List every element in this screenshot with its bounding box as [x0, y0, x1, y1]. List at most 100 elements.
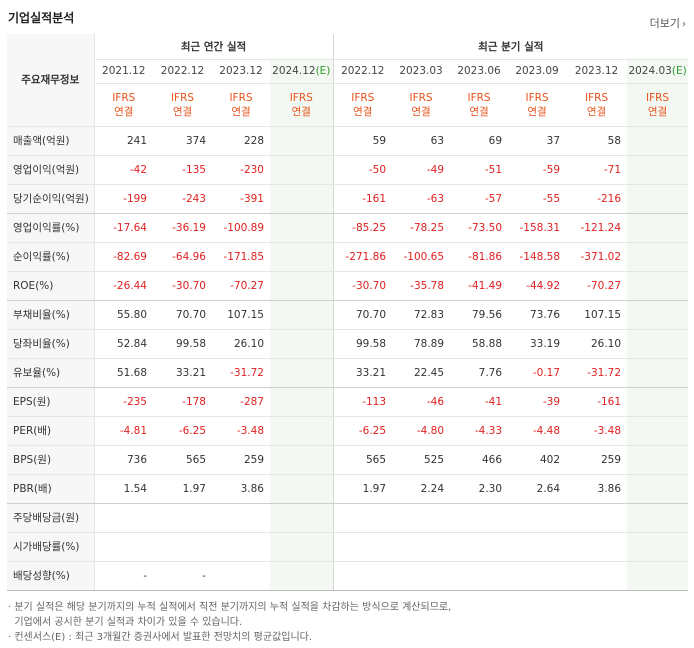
row-label: 순이익률(%)	[7, 242, 95, 272]
table-cell	[392, 532, 451, 562]
table-row: BPS(원) 736 565 259 565 525 466 402 259	[7, 445, 689, 475]
period-header: 2021.12	[94, 59, 153, 84]
row-label: PER(배)	[7, 416, 95, 446]
row-label: BPS(원)	[7, 445, 95, 475]
table-cell: 107.15	[212, 300, 270, 330]
table-row: 유보율(%) 51.68 33.21 -31.72 33.21 22.45 7.76 -0.1…	[7, 358, 689, 388]
section-title: 기업실적분석	[8, 11, 75, 25]
table-cell: 374	[153, 126, 212, 156]
table-cell: -100.89	[212, 213, 270, 243]
table-cell: -26.44	[94, 271, 153, 301]
row-label: PBR(배)	[7, 474, 95, 504]
table-cell	[270, 416, 334, 446]
table-cell: -178	[153, 387, 212, 417]
period-header: 2024.12(E)	[270, 59, 334, 84]
table-cell: 1.54	[94, 474, 153, 504]
table-cell: 70.70	[333, 300, 393, 330]
table-cell: -	[94, 561, 153, 591]
table-cell: 70.70	[153, 300, 212, 330]
ifrs-top: IFRS	[409, 91, 433, 104]
ifrs-label: IFRS 연결	[392, 83, 451, 127]
table-row: 부채비율(%) 55.80 70.70 107.15 70.70 72.83 79.56 73…	[7, 300, 689, 330]
table-cell	[627, 503, 689, 533]
ifrs-label: IFRS 연결	[333, 83, 393, 127]
table-cell: -46	[392, 387, 451, 417]
table-cell	[450, 532, 509, 562]
table-cell: -287	[212, 387, 270, 417]
table-cell: -31.72	[566, 358, 628, 388]
table-cell: -4.81	[94, 416, 153, 446]
table-cell: 7.76	[450, 358, 509, 388]
table-cell	[627, 126, 689, 156]
quarter-group-header: 최근 분기 실적	[333, 34, 689, 60]
period-header: 2023.06	[450, 59, 509, 84]
ifrs-top: IFRS	[467, 91, 491, 104]
period-header: 2023.12	[212, 59, 270, 84]
ifrs-bottom: 연결	[231, 105, 251, 118]
table-cell: -73.50	[450, 213, 509, 243]
ifrs-top: IFRS	[112, 91, 136, 104]
ifrs-label: IFRS 연결	[94, 83, 153, 127]
table-cell: -	[153, 561, 212, 591]
ifrs-label: IFRS 연결	[627, 83, 689, 127]
table-cell	[627, 329, 689, 359]
ifrs-top: IFRS	[229, 91, 253, 104]
table-cell	[270, 561, 334, 591]
table-cell	[627, 561, 689, 591]
ifrs-bottom: 연결	[291, 105, 311, 118]
table-cell	[627, 532, 689, 562]
table-cell: -81.86	[450, 242, 509, 272]
table-cell	[627, 416, 689, 446]
table-cell: -4.80	[392, 416, 451, 446]
table-cell: 107.15	[566, 300, 628, 330]
table-cell	[627, 300, 689, 330]
table-cell	[627, 184, 689, 214]
ifrs-label: IFRS 연결	[212, 83, 270, 127]
row-label: 영업이익률(%)	[7, 213, 95, 243]
table-cell: 99.58	[153, 329, 212, 359]
table-cell: -55	[508, 184, 567, 214]
period-header: 2022.12	[153, 59, 212, 84]
table-row: 매출액(억원) 241 374 228 59 63 69 37 58	[7, 126, 689, 156]
table-cell: -235	[94, 387, 153, 417]
more-link[interactable]: 더보기 ›	[650, 15, 686, 31]
table-cell: 565	[153, 445, 212, 475]
table-cell	[212, 532, 270, 562]
ifrs-bottom: 연결	[172, 105, 193, 118]
table-cell: -121.24	[566, 213, 628, 243]
period-header: 2023.03	[392, 59, 451, 84]
period-header: 2023.12	[566, 59, 628, 84]
table-cell: 63	[392, 126, 451, 156]
table-cell: -6.25	[333, 416, 393, 446]
table-cell: -70.27	[212, 271, 270, 301]
table-cell: 259	[566, 445, 628, 475]
table-cell: -41.49	[450, 271, 509, 301]
table-cell	[627, 242, 689, 272]
table-row: 시가배당률(%)	[7, 532, 689, 562]
ifrs-top: IFRS	[584, 91, 609, 104]
table-cell	[627, 155, 689, 185]
table-cell	[627, 474, 689, 504]
row-label: 배당성향(%)	[7, 561, 95, 591]
table-cell: -113	[333, 387, 393, 417]
table-cell	[270, 242, 334, 272]
table-cell: -31.72	[212, 358, 270, 388]
row-label: 시가배당률(%)	[7, 532, 95, 562]
table-row: 영업이익(억원) -42 -135 -230 -50 -49 -51 -59 -71	[7, 155, 689, 185]
row-label: 매출액(억원)	[7, 126, 95, 156]
table-cell	[333, 532, 393, 562]
table-cell: -39	[508, 387, 567, 417]
ifrs-bottom: 연결	[353, 105, 373, 118]
table-cell: -371.02	[566, 242, 628, 272]
table-cell	[212, 503, 270, 533]
table-cell: -158.31	[508, 213, 567, 243]
footnote-line: 기업에서 공시한 분기 실적과 차이가 있을 수 있습니다.	[8, 617, 243, 628]
table-cell	[508, 503, 567, 533]
table-cell: -59	[508, 155, 567, 185]
table-cell	[94, 532, 153, 562]
table-cell	[392, 503, 451, 533]
row-label: ROE(%)	[7, 271, 95, 301]
table-cell: -4.33	[450, 416, 509, 446]
table-cell	[627, 387, 689, 417]
table-cell	[270, 213, 334, 243]
